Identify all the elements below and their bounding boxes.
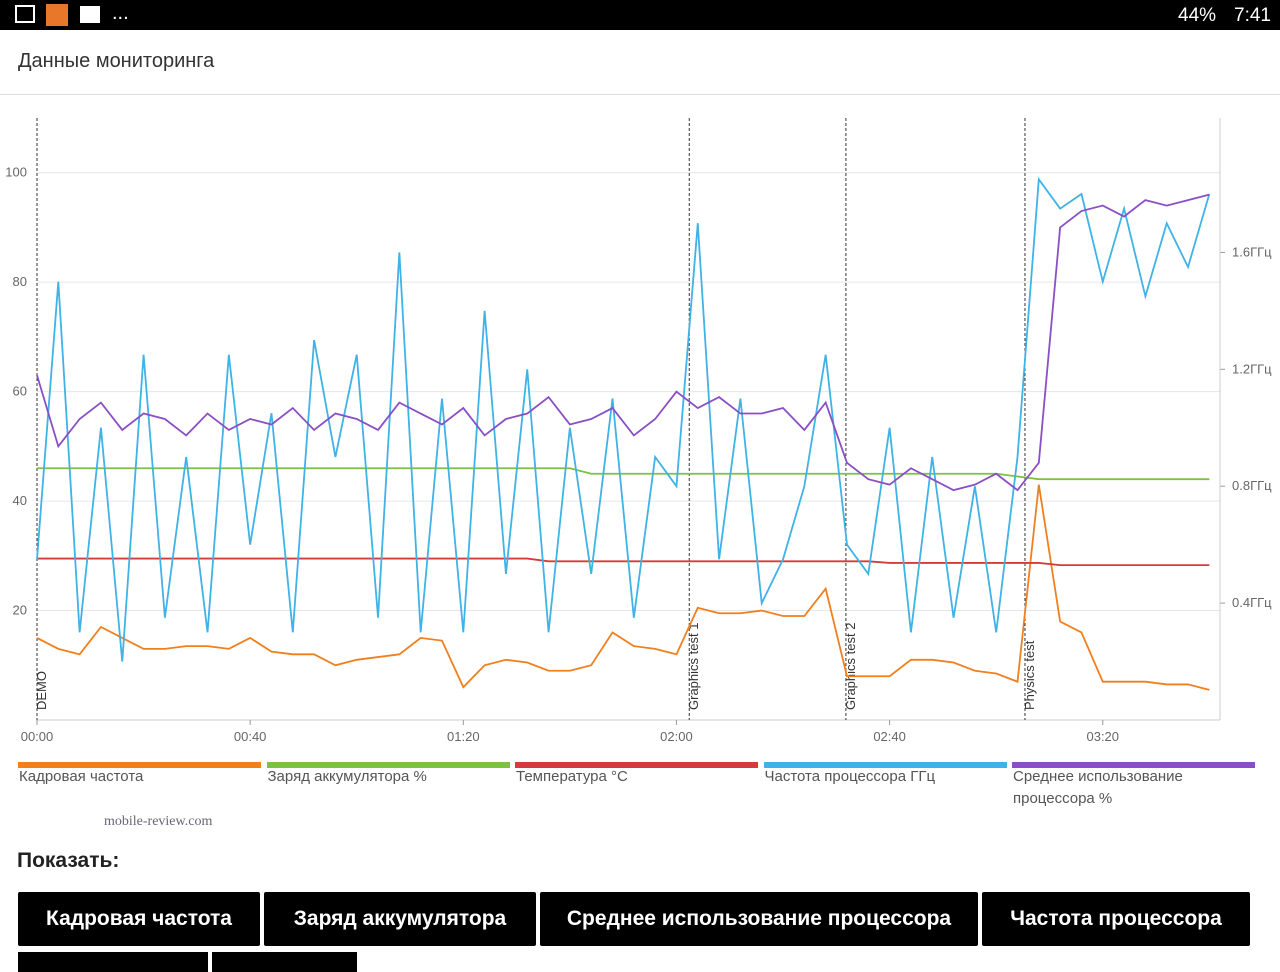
toggle-button[interactable]: Среднее использование процессора [540,892,978,946]
toggle-button[interactable]: Заряд аккумулятора [264,892,536,946]
legend-label: Заряд аккумулятора % [267,768,427,785]
marker-label: DEMO [34,671,49,710]
legend-label: Кадровая частота [19,768,144,785]
y-tick-label: 20 [13,603,27,618]
marker-label: Physics test [1022,640,1037,710]
x-tick-label: 00:40 [234,729,267,744]
x-tick-label: 01:20 [447,729,480,744]
watermark: mobile-review.com [104,814,213,829]
y-tick-label: 40 [13,493,27,508]
more-icon: ... [112,2,129,24]
x-tick-label: 02:40 [873,729,906,744]
series-line [36,193,1210,492]
button-partial [18,952,208,972]
toggle-button[interactable]: Кадровая частота [18,892,260,946]
series-line [36,176,1211,662]
series-line [37,557,1210,567]
y-tick-label: 60 [13,384,27,399]
y2-tick-label: 1.6ГГц [1232,244,1272,259]
legend-swatch [1012,762,1255,768]
clock: 7:41 [1234,5,1271,26]
legend-swatch [515,762,758,768]
button-partial [212,952,357,972]
x-tick-label: 00:00 [21,729,54,744]
marker-label: Graphics test 1 [686,623,701,710]
series-line [36,484,1210,691]
show-label: Показать: [17,849,120,872]
notification-icons [15,4,100,26]
y2-tick-label: 0.4ГГц [1232,595,1272,610]
marker-label: Graphics test 2 [843,623,858,710]
x-tick-label: 03:20 [1086,729,1119,744]
legend-swatch [763,762,1007,768]
y-tick-label: 80 [13,274,27,289]
legend-swatch [266,762,510,768]
y2-tick-label: 1.2ГГц [1232,361,1272,376]
battery-level: 44% [1178,5,1217,26]
legend-label: Температура °C [516,768,628,785]
series-line [37,467,1210,481]
y2-tick-label: 0.8ГГц [1232,478,1272,493]
title: Данные мониторинга [18,50,215,72]
legend-label: Среднее использование процессора % [1013,768,1183,807]
header: Данные мониторинга [0,30,1280,95]
chart: 20 40 60 80 100 0.4ГГц 0.8ГГц 1.2ГГц 1.6ГГц 00:00… [5,118,1272,744]
x-tick-label: 02:00 [660,729,693,744]
y-tick-label: 100 [5,165,27,180]
status-bar: ... 44% 7:41 [0,0,1280,30]
toggle-button[interactable]: Частота процессора [982,892,1250,946]
legend-swatch [18,762,261,768]
legend-label: Частота процессора ГГц [764,768,936,785]
